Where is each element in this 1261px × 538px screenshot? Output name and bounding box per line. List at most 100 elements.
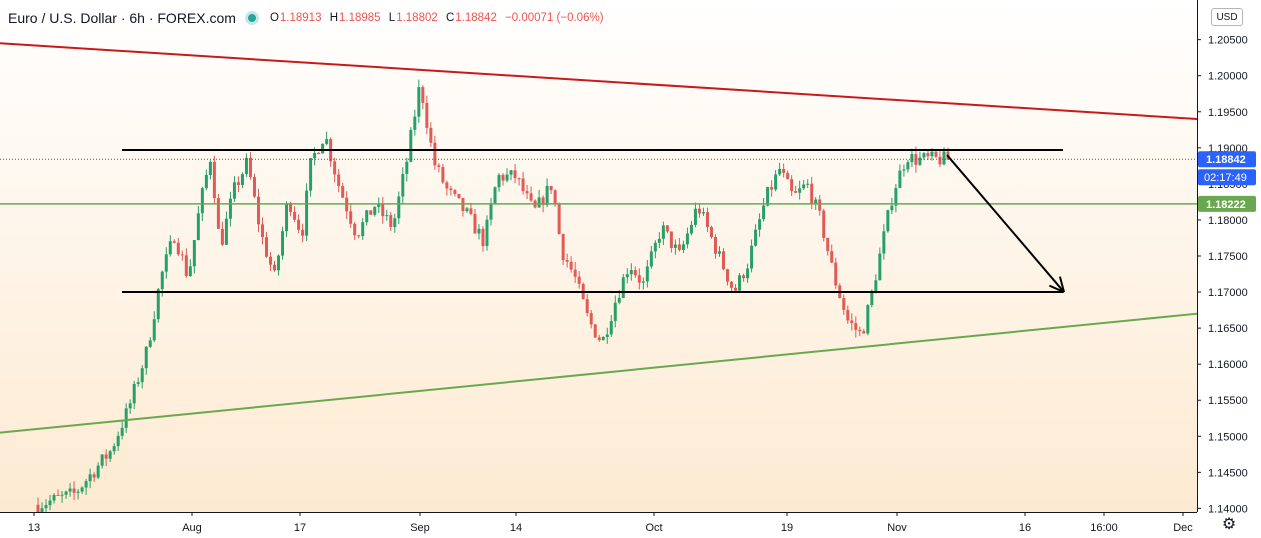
- candle-body: [830, 251, 834, 263]
- candle-body: [742, 275, 746, 279]
- candle-body: [589, 313, 593, 325]
- price-tick-label: 1.17000: [1208, 287, 1248, 299]
- time-tick-label: Dec: [1173, 522, 1193, 534]
- currency-button[interactable]: USD: [1211, 8, 1243, 26]
- candle-body: [746, 268, 750, 279]
- candle-body: [172, 241, 176, 243]
- candle-body: [902, 169, 906, 171]
- candle-body: [204, 174, 208, 189]
- candle-body: [285, 204, 289, 232]
- support-trendline[interactable]: [0, 312, 1198, 434]
- last-price-tag-bg: [1198, 151, 1256, 168]
- price-tick-label: 1.20500: [1208, 35, 1248, 47]
- candle-body: [112, 446, 116, 452]
- candle-body: [397, 196, 401, 219]
- candle-body: [465, 208, 469, 212]
- candle-body: [565, 260, 569, 262]
- high-label: H: [329, 12, 338, 24]
- candle-body: [409, 129, 413, 162]
- candle-body: [493, 187, 497, 204]
- arrow-head: [1058, 276, 1065, 293]
- open-label: O: [269, 12, 279, 24]
- candle-body: [730, 281, 734, 288]
- candle-body: [433, 142, 437, 166]
- candle-body: [228, 198, 232, 219]
- candle-body: [802, 184, 806, 189]
- candle-body: [44, 505, 48, 509]
- candle-body: [349, 211, 353, 224]
- candle-body: [72, 488, 76, 493]
- candle-body: [357, 235, 361, 237]
- candle-body: [313, 153, 317, 159]
- projection-arrow[interactable]: [946, 154, 1065, 293]
- symbol-title[interactable]: Euro / U.S. Dollar · 6h · FOREX.com: [8, 10, 236, 26]
- candle-body: [701, 212, 705, 214]
- candle-body: [453, 190, 457, 194]
- candle-body: [401, 173, 405, 197]
- candle-body: [437, 165, 441, 167]
- drawings-layer[interactable]: [0, 42, 1198, 434]
- candle-body: [553, 190, 557, 205]
- candle-body: [52, 494, 56, 501]
- candle-body: [104, 454, 108, 459]
- candle-body: [36, 504, 40, 513]
- candle-body: [441, 166, 445, 183]
- candle-body: [798, 188, 802, 193]
- candle-body: [529, 193, 533, 201]
- change-value: −0.00071 (−0.06%): [505, 12, 604, 24]
- candle-body: [160, 271, 164, 290]
- price-axis[interactable]: 1.14000 1.14500 1.15000 1.15500 1.16000 1.165…: [1197, 0, 1261, 538]
- price-tick-label: 1.17500: [1208, 251, 1248, 263]
- candle-body: [84, 481, 88, 488]
- candle-body: [894, 188, 898, 206]
- candle-body: [577, 276, 581, 284]
- candle-body: [417, 87, 421, 117]
- candle-body: [782, 168, 786, 173]
- candle-body: [88, 474, 92, 482]
- candle-body: [653, 242, 657, 252]
- candle-body: [934, 151, 938, 157]
- time-tick-label: Nov: [887, 522, 907, 534]
- candle-body: [301, 229, 305, 236]
- candle-body: [196, 213, 200, 241]
- candle-body: [633, 270, 637, 276]
- candle-body: [770, 187, 774, 190]
- candle-body: [822, 210, 826, 238]
- candle-body: [60, 494, 64, 496]
- candle-body: [477, 228, 481, 234]
- candle-body: [525, 191, 529, 194]
- candle-body: [942, 151, 946, 165]
- candle-body: [722, 251, 726, 270]
- candles-layer: [36, 79, 950, 517]
- close-value: 1.18842: [455, 12, 497, 24]
- resistance-trendline[interactable]: [0, 42, 1198, 120]
- candle-body: [621, 277, 625, 298]
- gear-icon[interactable]: ⚙: [1221, 516, 1237, 533]
- candle-body: [545, 185, 549, 205]
- candle-body: [56, 494, 60, 496]
- candle-body: [906, 162, 910, 170]
- candle-body: [132, 383, 136, 404]
- candle-body: [513, 170, 517, 179]
- candle-body: [333, 161, 337, 175]
- candle-body: [810, 183, 814, 205]
- candle-body: [625, 274, 629, 278]
- candle-body: [341, 186, 345, 198]
- candle-body: [192, 240, 196, 267]
- candle-body: [774, 174, 778, 190]
- candle-body: [236, 182, 240, 185]
- candle-body: [758, 219, 762, 230]
- price-tick-label: 1.20000: [1208, 71, 1248, 83]
- candle-body: [898, 170, 902, 189]
- candle-body: [208, 161, 212, 175]
- candle-body: [882, 231, 886, 254]
- time-axis[interactable]: 13 Aug 17 Sep 14 Oct 19 Nov 16 16:00 Dec: [0, 512, 1197, 538]
- candle-body: [517, 178, 521, 180]
- candle-body: [862, 331, 866, 334]
- candle-body: [569, 261, 573, 270]
- candle-body: [778, 168, 782, 175]
- candle-body: [265, 237, 269, 257]
- countdown-tag-bg: [1198, 169, 1256, 186]
